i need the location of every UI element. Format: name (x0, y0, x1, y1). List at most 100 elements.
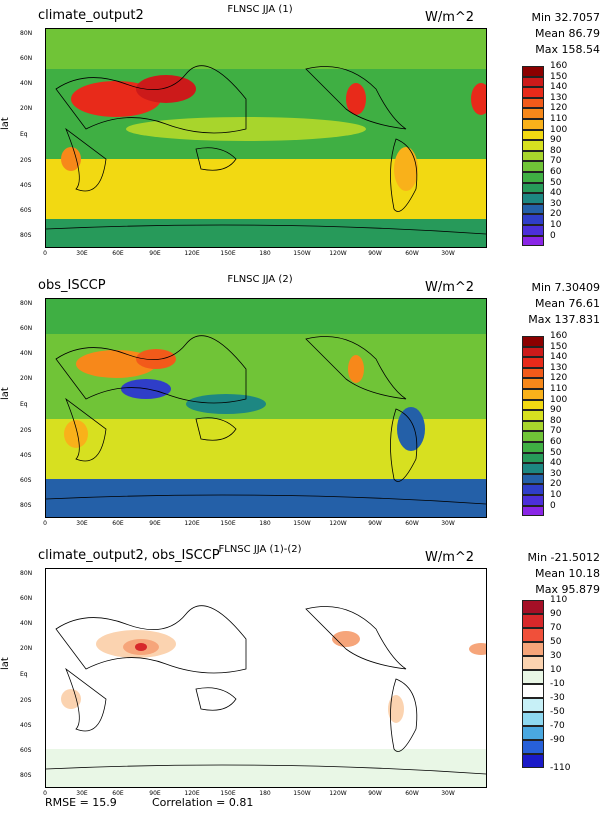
colorbar-label: 120 (550, 373, 568, 384)
lon-tick: 150W (293, 250, 311, 257)
colorbar-label: 70 (550, 156, 562, 167)
lon-tick: 30E (76, 520, 88, 527)
lon-tick: 30W (441, 790, 455, 797)
colorbar-label: 10 (550, 490, 562, 500)
lat-tick: 80S (20, 232, 32, 239)
lon-tick: 150E (220, 520, 236, 527)
colorbar-swatch (522, 214, 544, 225)
y-axis-label: lat (0, 387, 11, 400)
lat-tick: 20N (20, 375, 33, 382)
lat-tick: 20N (20, 105, 33, 112)
lon-tick: 30W (441, 520, 455, 527)
lat-tick: Eq (20, 131, 28, 138)
colorbar-swatch (522, 452, 544, 464)
colorbar-swatch (522, 182, 544, 194)
colorbar-label: -90 (550, 735, 565, 745)
colorbar-label: -10 (550, 679, 565, 689)
colorbar-swatch (522, 378, 544, 389)
colorbar-swatch (522, 87, 544, 98)
colorbar-swatch (522, 698, 544, 712)
colorbar-label: 50 (550, 447, 562, 458)
lat-tick: 20N (20, 645, 33, 652)
lon-tick: 60W (405, 250, 419, 257)
colorbar-swatch (522, 656, 544, 670)
map-field (45, 298, 487, 518)
lon-tick: 60W (405, 790, 419, 797)
colorbar-label: 160 (550, 61, 568, 71)
panel-title: obs_ISCCP (38, 278, 106, 293)
lon-tick: 0 (43, 520, 47, 527)
lon-tick: 150E (220, 250, 236, 257)
map-field (45, 28, 487, 248)
lon-tick: 90E (149, 790, 161, 797)
lon-tick: 180 (259, 790, 271, 797)
colorbar-label: 50 (550, 637, 562, 647)
colorbar-label: 40 (550, 188, 562, 199)
lon-tick: 180 (259, 250, 271, 257)
colorbar-label: 90 (550, 609, 562, 619)
colorbar-label: 20 (550, 479, 562, 490)
colorbar-swatch (522, 76, 544, 88)
colorbar-label: -70 (550, 721, 565, 731)
lat-tick: 60S (20, 477, 32, 484)
lon-tick: 60W (405, 520, 419, 527)
colorbar-label: 110 (550, 114, 568, 124)
lat-tick: 80N (20, 570, 33, 577)
panel-title: climate_output2, obs_ISCCP (38, 548, 220, 563)
colorbar-swatch (522, 600, 544, 614)
colorbar-label: -110 (550, 763, 571, 773)
lon-tick: 60E (112, 790, 124, 797)
panel-2: obs_ISCCP FLNSC JJA (2) W/m^2 Min 7.3040… (0, 270, 606, 538)
colorbar-swatch (522, 642, 544, 656)
colorbar-swatch (522, 388, 544, 400)
lon-tick: 0 (43, 790, 47, 797)
colorbar-label: 10 (550, 220, 562, 230)
colorbar-label: 70 (550, 426, 562, 437)
lon-tick: 90E (149, 250, 161, 257)
colorbar-swatch (522, 712, 544, 726)
lat-tick: 20S (20, 697, 32, 704)
lon-tick: 30E (76, 250, 88, 257)
lon-tick: 90W (368, 790, 382, 797)
mean-value: Mean 10.18 (535, 567, 600, 580)
max-value: Max 137.831 (528, 313, 600, 326)
min-value: Min 32.7057 (531, 11, 600, 24)
lon-tick: 120W (329, 520, 347, 527)
colorbar-label: 70 (550, 623, 562, 633)
units-label: W/m^2 (425, 280, 475, 295)
panel-3: climate_output2, obs_ISCCP FLNSC JJA (1)… (0, 540, 606, 808)
colorbar-swatch (522, 224, 544, 236)
lat-tick: 40S (20, 722, 32, 729)
lat-tick: 40N (20, 80, 33, 87)
min-value: Min 7.30409 (531, 281, 600, 294)
colorbar-swatch (522, 171, 544, 183)
colorbar-swatch (522, 473, 544, 485)
map-svg (46, 29, 486, 247)
colorbar-label: 160 (550, 331, 568, 341)
colorbar-label: 100 (550, 394, 568, 405)
colorbar-swatch (522, 484, 544, 495)
colorbar-swatch (522, 97, 544, 109)
correlation-label: Correlation = 0.81 (152, 796, 254, 809)
map-svg (46, 569, 486, 787)
colorbar-swatch (522, 726, 544, 740)
lat-tick: 40S (20, 182, 32, 189)
lat-tick: 60S (20, 747, 32, 754)
rmse-label: RMSE = 15.9 (45, 796, 117, 809)
max-value: Max 95.879 (535, 583, 600, 596)
colorbar-label: 80 (550, 145, 562, 156)
lat-tick: 60N (20, 595, 33, 602)
colorbar-label: 60 (550, 167, 562, 177)
colorbar-label: -30 (550, 693, 565, 703)
max-value: Max 158.54 (535, 43, 600, 56)
lon-tick: 60E (112, 520, 124, 527)
stats-box: Min -21.5012 Mean 10.18 Max 95.879 (528, 550, 600, 598)
map-svg (46, 299, 486, 517)
colorbar-swatch (522, 203, 544, 215)
y-axis-label: lat (0, 117, 11, 130)
lon-tick: 180 (259, 520, 271, 527)
colorbar-swatch (522, 410, 544, 421)
lat-tick: 80S (20, 502, 32, 509)
colorbar: 160 150 140 130 120 110 100 90 80 70 60 … (522, 61, 567, 247)
colorbar-swatch (522, 150, 544, 162)
